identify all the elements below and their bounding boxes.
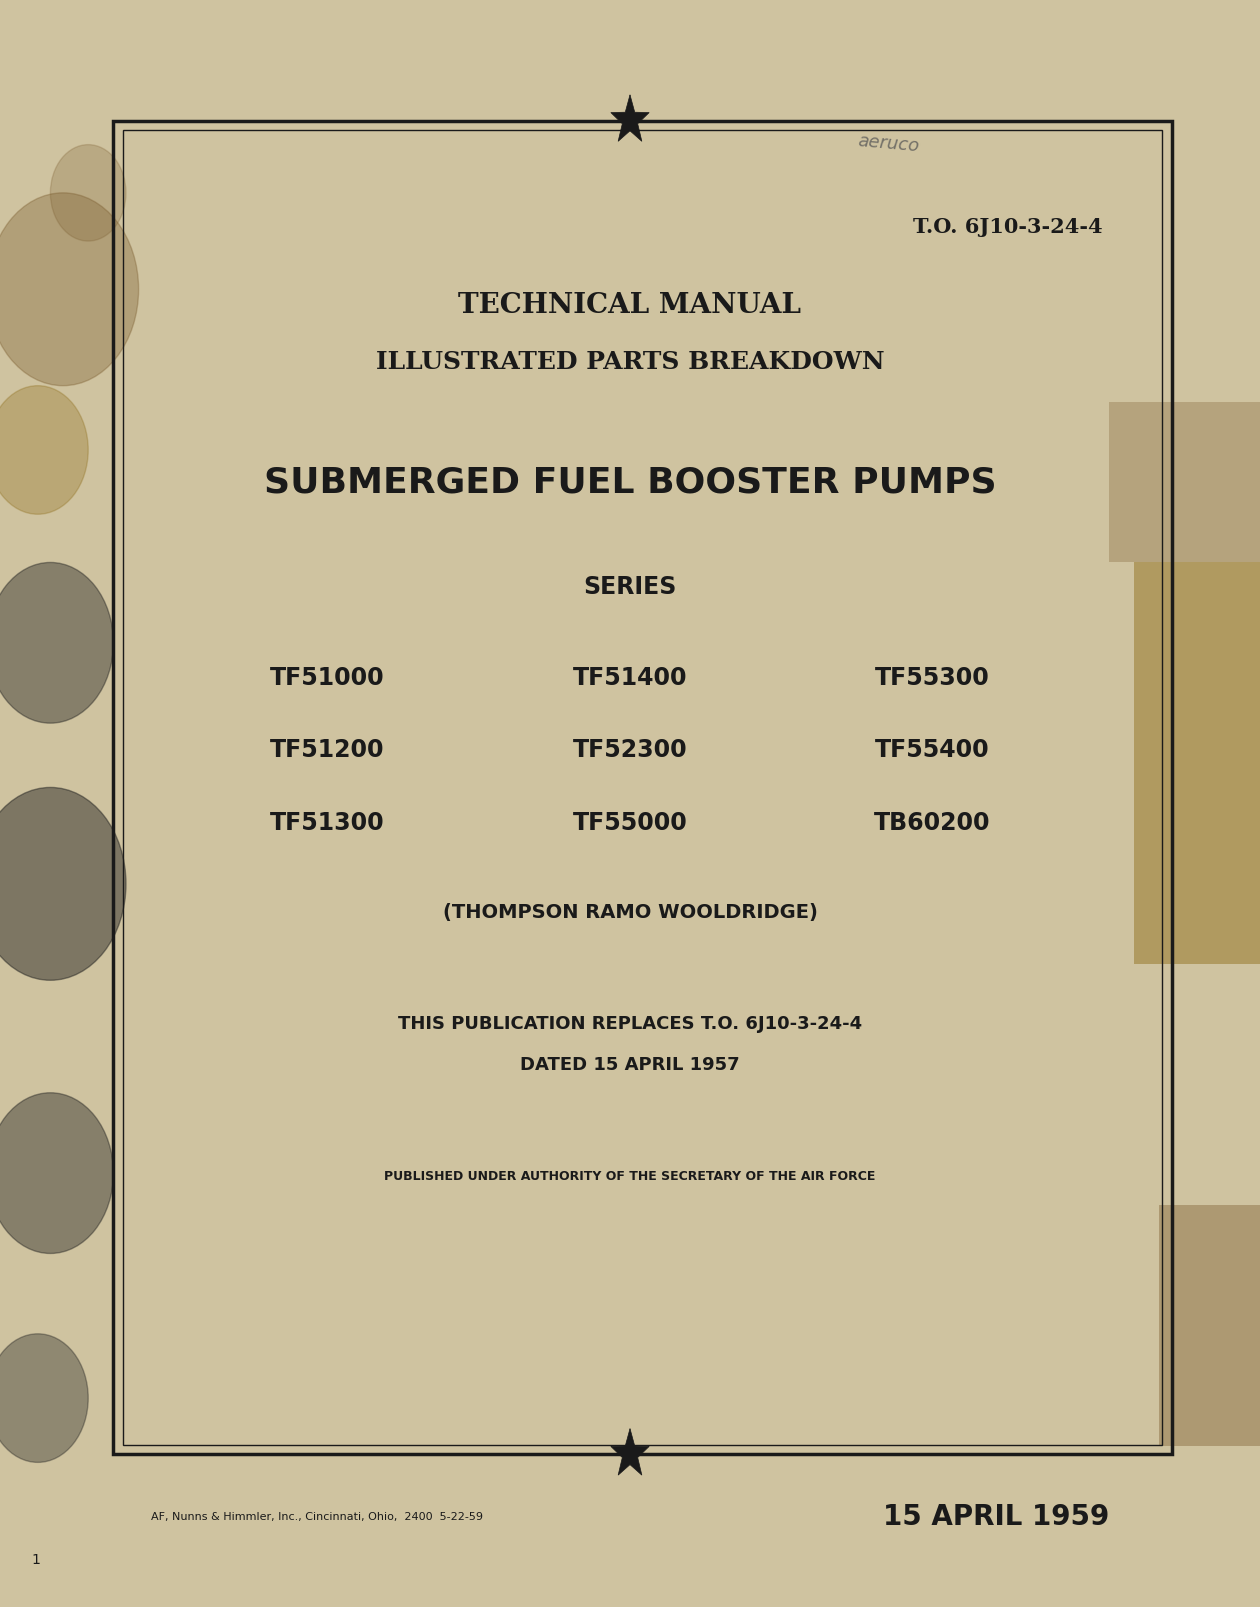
Text: TF51300: TF51300 xyxy=(271,812,384,834)
Circle shape xyxy=(0,1334,88,1462)
PathPatch shape xyxy=(611,1429,649,1475)
Text: DATED 15 APRIL 1957: DATED 15 APRIL 1957 xyxy=(520,1056,740,1075)
Text: TF55300: TF55300 xyxy=(874,667,990,689)
Circle shape xyxy=(0,193,139,386)
Text: (THOMPSON RAMO WOOLDRIDGE): (THOMPSON RAMO WOOLDRIDGE) xyxy=(442,903,818,922)
Circle shape xyxy=(0,787,126,980)
Bar xyxy=(1134,562,1260,964)
PathPatch shape xyxy=(611,95,649,141)
Text: TF55000: TF55000 xyxy=(572,812,688,834)
Text: SERIES: SERIES xyxy=(583,575,677,598)
Text: AF, Nunns & Himmler, Inc., Cincinnati, Ohio,  2400  5-22-59: AF, Nunns & Himmler, Inc., Cincinnati, O… xyxy=(151,1512,483,1522)
Text: TF51400: TF51400 xyxy=(573,667,687,689)
Text: TF51000: TF51000 xyxy=(271,667,384,689)
Circle shape xyxy=(50,145,126,241)
Text: TF51200: TF51200 xyxy=(271,739,384,762)
Circle shape xyxy=(0,1093,113,1253)
Text: THIS PUBLICATION REPLACES T.O. 6J10-3-24-4: THIS PUBLICATION REPLACES T.O. 6J10-3-24… xyxy=(398,1014,862,1033)
Text: TF52300: TF52300 xyxy=(573,739,687,762)
Text: TF55400: TF55400 xyxy=(876,739,989,762)
Bar xyxy=(1109,402,1260,562)
Text: ILLUSTRATED PARTS BREAKDOWN: ILLUSTRATED PARTS BREAKDOWN xyxy=(375,350,885,373)
Text: TB60200: TB60200 xyxy=(874,812,990,834)
Text: 1: 1 xyxy=(32,1552,40,1567)
Bar xyxy=(1159,1205,1260,1446)
Text: T.O. 6J10-3-24-4: T.O. 6J10-3-24-4 xyxy=(914,217,1102,236)
Circle shape xyxy=(0,386,88,514)
Text: 15 APRIL 1959: 15 APRIL 1959 xyxy=(882,1503,1109,1531)
Text: SUBMERGED FUEL BOOSTER PUMPS: SUBMERGED FUEL BOOSTER PUMPS xyxy=(263,464,997,500)
Text: aeruco: aeruco xyxy=(857,132,920,154)
Text: TECHNICAL MANUAL: TECHNICAL MANUAL xyxy=(459,292,801,318)
Circle shape xyxy=(0,562,113,723)
Text: PUBLISHED UNDER AUTHORITY OF THE SECRETARY OF THE AIR FORCE: PUBLISHED UNDER AUTHORITY OF THE SECRETA… xyxy=(384,1170,876,1183)
Bar xyxy=(123,130,1162,1445)
Bar xyxy=(113,121,1172,1454)
